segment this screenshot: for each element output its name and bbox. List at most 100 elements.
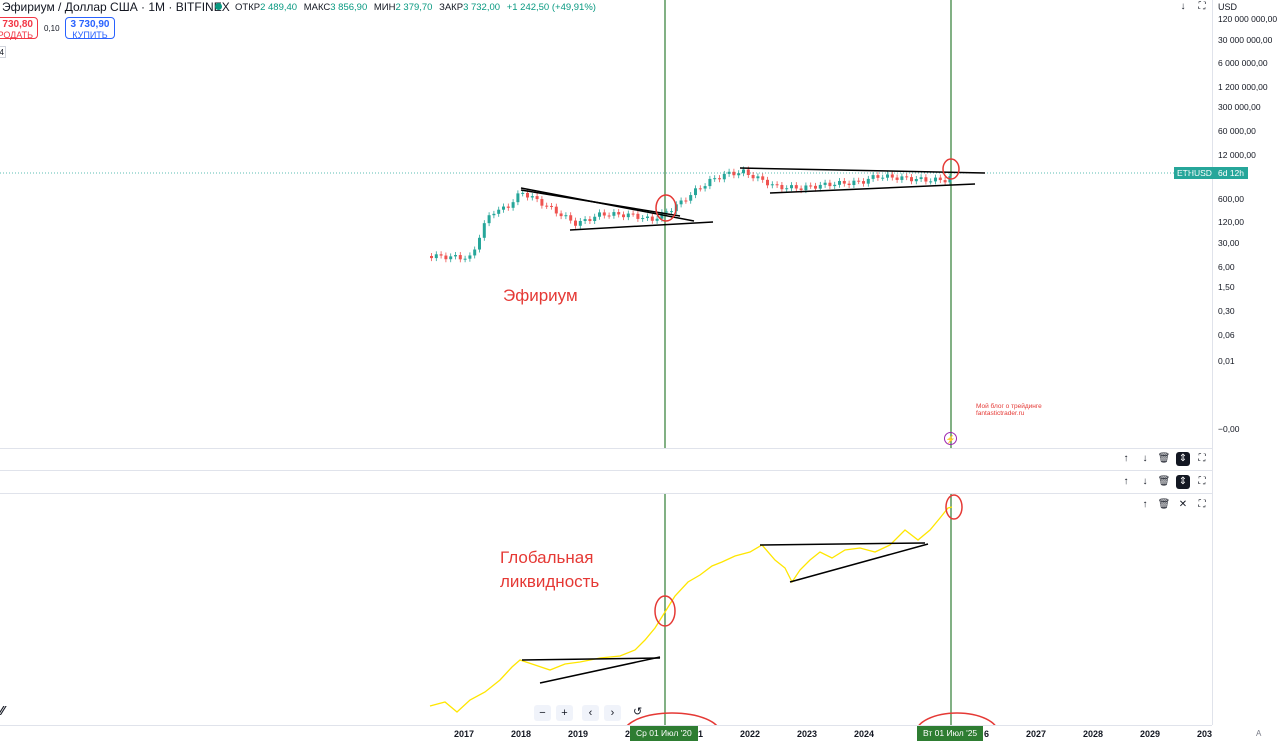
highlight-ellipse	[655, 194, 677, 222]
move-up-icon[interactable]: ↑	[1142, 499, 1148, 510]
year-label: 2024	[854, 729, 875, 739]
candle-body	[506, 206, 510, 208]
collapse-icon[interactable]: ⇕	[1176, 475, 1190, 489]
price-label: 30,00	[1218, 238, 1240, 248]
candle-body	[809, 185, 813, 187]
zoom-in-button[interactable]: +	[556, 705, 573, 721]
move-down-icon[interactable]: ↓	[1142, 476, 1148, 487]
candle-countdown: 6d 12h	[1214, 167, 1248, 179]
year-label: 2017	[454, 729, 475, 739]
blog-annotation[interactable]: Мой блог о трейдинге fantastictrader.ru	[976, 403, 1042, 417]
candle-body	[804, 185, 808, 191]
candle-body	[924, 177, 928, 182]
liquidity-annotation-line1[interactable]: Глобальная	[500, 548, 594, 567]
candle-body	[449, 256, 453, 260]
price-label: 300 000,00	[1218, 102, 1261, 112]
ohlc-high-label: МАКС	[303, 2, 331, 13]
move-down-icon[interactable]: ↓	[1142, 453, 1148, 464]
candle-body	[497, 209, 501, 214]
candle-body	[794, 185, 798, 189]
candle-body	[521, 192, 525, 194]
candle-body	[545, 205, 549, 207]
candle-body	[593, 216, 597, 222]
buy-button[interactable]: 3 730,90 КУПИТЬ	[65, 17, 115, 40]
price-label: 120,00	[1218, 217, 1244, 227]
candle-body	[598, 212, 601, 217]
candle-body	[535, 196, 539, 200]
zoom-out-button[interactable]: −	[534, 705, 551, 721]
candle-body	[540, 199, 544, 206]
candle-body	[636, 213, 640, 219]
candle-body	[890, 174, 894, 178]
lightning-icon[interactable]: ⚡	[944, 432, 957, 445]
candle-body	[732, 171, 736, 176]
candle-body	[478, 237, 481, 250]
candle-body	[934, 177, 937, 182]
candle-body	[492, 213, 496, 216]
collapse-icon[interactable]: ⇕	[1176, 452, 1190, 466]
candle-body	[646, 216, 649, 219]
candle-body	[818, 184, 822, 189]
move-up-icon[interactable]: ↑	[1123, 453, 1129, 464]
ohlc-low-label: МИН	[373, 2, 396, 13]
pane-separator	[0, 493, 1212, 494]
candle-body	[881, 177, 885, 179]
market-status-dot	[215, 3, 222, 10]
price-label: 60 000,00	[1218, 126, 1256, 136]
scroll-right-button[interactable]: ›	[604, 705, 621, 721]
candle-body	[622, 214, 625, 218]
candle-body	[833, 184, 837, 187]
candle-body	[722, 173, 726, 180]
candle-body	[857, 180, 861, 182]
buy-label: КУПИТЬ	[72, 30, 108, 40]
arrow-down-icon[interactable]: ↓	[1180, 1, 1186, 12]
candle-body	[444, 255, 448, 260]
chart-title[interactable]: Эфириум / Доллар США · 1М · BITFINEX	[2, 0, 230, 14]
time-axis[interactable]	[0, 725, 1212, 745]
candle-body	[866, 178, 870, 184]
price-axis[interactable]	[1212, 0, 1280, 725]
candle-body	[905, 176, 909, 178]
year-label: 6	[984, 729, 990, 739]
candle-body	[886, 174, 889, 178]
ohlc-readout: ОТКР2 489,40 МАКС3 856,90 МИН2 379,70 ЗА…	[235, 2, 600, 13]
trendline	[539, 656, 661, 684]
lot-size-field[interactable]: 4	[0, 46, 6, 58]
trash-icon[interactable]: 🗑	[1157, 499, 1171, 510]
maximize-icon[interactable]: ⛶	[1198, 1, 1206, 12]
price-label: 120 000 000,00	[1218, 14, 1278, 24]
price-label: 12 000,00	[1218, 150, 1256, 160]
maximize-icon[interactable]: ⛶	[1198, 476, 1206, 487]
trash-icon[interactable]: 🗑	[1157, 453, 1171, 464]
scroll-left-button[interactable]: ‹	[582, 705, 599, 721]
eth-annotation[interactable]: Эфириум	[503, 286, 578, 305]
candle-body	[766, 179, 769, 186]
reset-chart-icon[interactable]: ↺	[633, 706, 643, 718]
candle-body	[583, 219, 587, 221]
liquidity-annotation-line2[interactable]: ликвидность	[500, 572, 600, 591]
year-label: 2027	[1026, 729, 1047, 739]
maximize-icon[interactable]: ⛶	[1198, 453, 1206, 464]
ohlc-close-label: ЗАКР	[439, 2, 464, 13]
candle-body	[530, 196, 534, 198]
candle-body	[900, 176, 904, 180]
candle-body	[842, 180, 846, 184]
collapse-icon[interactable]: ✕	[1178, 499, 1188, 510]
highlight-ellipse	[918, 712, 996, 725]
trash-icon[interactable]: 🗑	[1157, 476, 1171, 487]
tradingview-logo-icon: ⁄⁄	[0, 703, 5, 718]
candle-body	[588, 219, 592, 222]
chart-canvas[interactable]	[0, 0, 1212, 725]
maximize-icon[interactable]: ⛶	[1198, 499, 1206, 510]
year-label: 2029	[1140, 729, 1161, 739]
candle-body	[463, 258, 467, 260]
auto-scale-button[interactable]: A	[1256, 729, 1262, 738]
blog-line1: Мой блог о трейдинге	[976, 403, 1042, 410]
currency-label[interactable]: USD	[1218, 2, 1238, 12]
candle-body	[434, 254, 438, 259]
pane-separator	[0, 470, 1212, 471]
cursor-date-badge: Ср 01 Июл '20	[630, 726, 698, 741]
highlight-ellipse	[942, 158, 960, 180]
move-up-icon[interactable]: ↑	[1123, 476, 1129, 487]
sell-button[interactable]: 730,80 РОДАТЬ	[0, 17, 38, 40]
